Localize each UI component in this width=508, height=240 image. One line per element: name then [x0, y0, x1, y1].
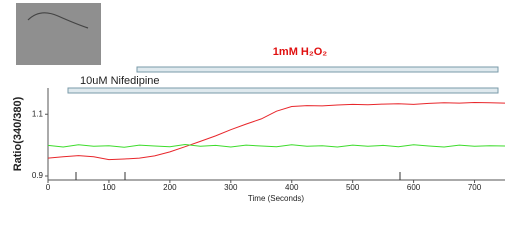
x-tick-label: 700 [468, 183, 482, 192]
series-line [47, 101, 506, 161]
x-tick-label: 0 [46, 183, 51, 192]
cell-outline [27, 12, 89, 29]
x-tick-label: 400 [285, 183, 299, 192]
nifedipine-label: 10uM Nifedipine [80, 75, 160, 87]
y-tick-label: 1.1 [32, 109, 44, 118]
nifedipine-bar [67, 87, 499, 94]
x-tick-label: 200 [163, 183, 177, 192]
h2o2-bar [136, 66, 499, 73]
figure: 1mM H₂O₂ 10uM Nifedipine Ratio(340/380) … [12, 3, 506, 203]
y-axis-label: Ratio(340/380) [12, 96, 24, 171]
micrograph [16, 3, 101, 65]
x-axis-label: Time (Seconds) [248, 194, 305, 203]
h2o2-label: 1mM H₂O₂ [273, 46, 328, 58]
x-tick-label: 500 [346, 183, 360, 192]
series-line [47, 143, 506, 148]
x-tick-label: 600 [407, 183, 421, 192]
x-tick-label: 100 [102, 183, 116, 192]
x-tick-label: 300 [224, 183, 238, 192]
y-tick-label: 0.9 [32, 171, 44, 180]
